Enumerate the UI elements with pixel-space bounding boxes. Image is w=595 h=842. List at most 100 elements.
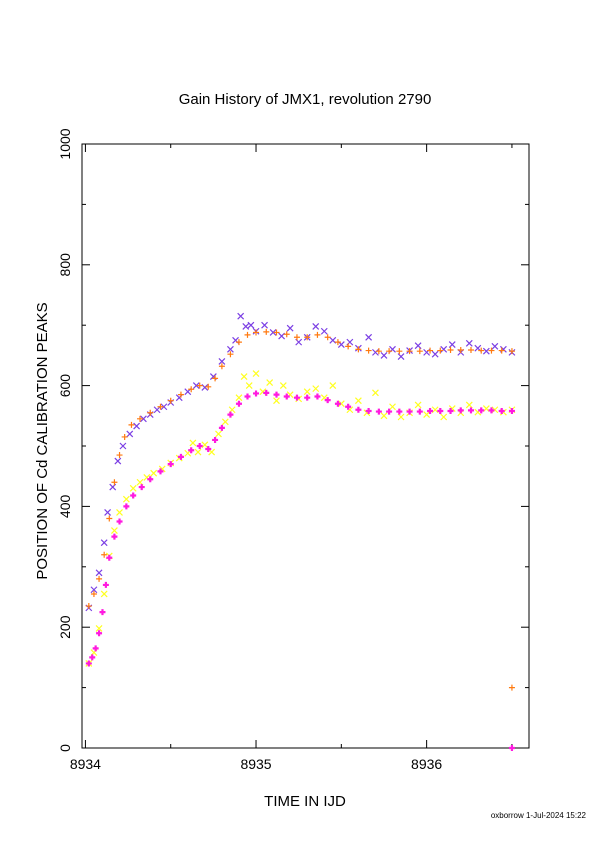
y-tick-label: 600 (57, 374, 73, 398)
data-point (205, 446, 212, 453)
data-point (334, 400, 341, 407)
data-point (312, 385, 320, 393)
data-point (273, 329, 280, 336)
data-point (329, 382, 337, 390)
data-point (508, 684, 515, 691)
x-tick-label: 8935 (240, 756, 271, 772)
data-point (467, 346, 474, 353)
data-point (345, 403, 352, 410)
data-point (508, 348, 515, 355)
data-point (189, 439, 197, 447)
data-point (240, 373, 248, 380)
data-point (427, 347, 434, 354)
data-point (431, 350, 439, 358)
data-point (278, 332, 286, 340)
data-point (121, 433, 128, 440)
series-2 (85, 370, 516, 667)
data-point (89, 654, 96, 661)
series-3 (85, 389, 515, 751)
data-point (488, 347, 495, 354)
data-point (95, 624, 103, 632)
data-point (447, 407, 454, 414)
data-point (192, 382, 200, 390)
data-point (304, 334, 311, 341)
data-point (437, 407, 444, 414)
data-point (423, 411, 431, 419)
data-point (205, 383, 212, 390)
data-point (130, 492, 137, 499)
data-point (279, 382, 287, 390)
data-point (85, 660, 92, 667)
data-point (157, 403, 164, 410)
data-point (150, 469, 158, 477)
data-point (482, 347, 490, 355)
y-tick-label: 1000 (57, 128, 73, 159)
data-point (372, 389, 379, 397)
data-point (96, 630, 103, 637)
data-point (389, 403, 396, 411)
data-point (337, 400, 345, 408)
data-point (153, 406, 161, 414)
data-point (119, 442, 127, 450)
data-point (235, 400, 242, 407)
data-point (188, 386, 195, 393)
data-point (365, 333, 373, 341)
data-point (102, 581, 109, 588)
data-point (482, 405, 490, 412)
y-tick-label: 0 (57, 744, 73, 752)
data-point (194, 448, 202, 456)
data-point (104, 509, 112, 516)
data-point (244, 393, 251, 400)
data-point (304, 394, 311, 401)
data-point (414, 342, 422, 350)
data-point (396, 348, 403, 355)
y-axis-label: POSITION OF Cd CALIBRATION PEAKS (34, 302, 51, 579)
data-point (372, 348, 379, 356)
data-point (116, 518, 123, 525)
data-point (126, 430, 134, 438)
data-point (128, 421, 135, 428)
data-points (85, 312, 516, 751)
data-point (345, 343, 352, 350)
data-point (167, 461, 174, 468)
data-point (491, 342, 499, 350)
data-point (157, 468, 164, 475)
data-point (365, 407, 372, 414)
data-point (320, 327, 328, 335)
data-point (212, 375, 219, 382)
data-point (95, 569, 103, 577)
data-point (201, 383, 209, 391)
data-point (491, 406, 499, 414)
data-point (92, 645, 99, 652)
data-point (147, 476, 154, 483)
data-point (96, 575, 103, 582)
data-point (160, 403, 168, 411)
data-point (177, 391, 184, 398)
data-point (261, 321, 268, 329)
data-point (508, 407, 515, 414)
data-point (314, 393, 321, 400)
data-point (375, 348, 382, 355)
data-point (123, 503, 130, 510)
data-point (324, 334, 331, 341)
data-point (283, 331, 290, 338)
data-point (215, 430, 222, 438)
data-point (273, 391, 280, 398)
data-point (227, 411, 234, 418)
data-point (269, 329, 277, 336)
axis-ticks (82, 143, 529, 749)
data-point (114, 457, 122, 465)
data-point (139, 415, 147, 423)
data-point (244, 331, 251, 338)
data-point (253, 329, 260, 336)
data-point (111, 479, 118, 486)
data-point (218, 363, 225, 370)
series-1 (85, 328, 515, 691)
data-point (467, 407, 474, 414)
data-point (406, 348, 413, 355)
axis-tick-labels: 8934 8935 8936 0 200 400 600 800 1000 (57, 128, 442, 772)
data-point (478, 347, 485, 354)
data-point (273, 397, 280, 405)
data-point (293, 334, 300, 341)
